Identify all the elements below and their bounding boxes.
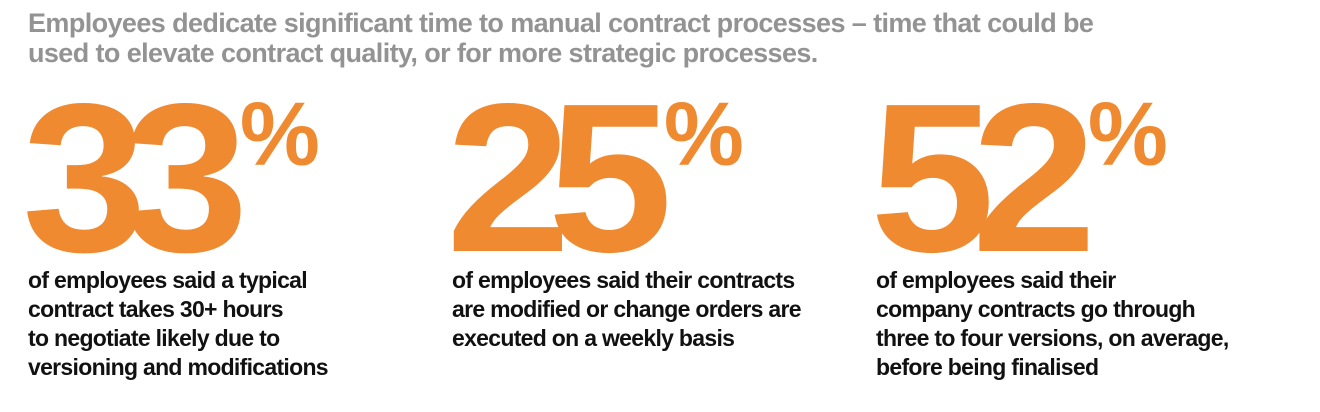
- stat-description-line: of employees said their: [876, 267, 1116, 293]
- stat-value: 25: [446, 59, 673, 296]
- stat-52-percent: 52% of employees said their company cont…: [870, 72, 1276, 400]
- stat-unit: %: [663, 85, 744, 185]
- headline-line-2: used to elevate contract quality, or for…: [28, 38, 818, 68]
- stat-value: 52: [870, 59, 1097, 296]
- stat-description-line: are modified or change orders are: [452, 296, 802, 322]
- headline: Employees dedicate significant time to m…: [28, 8, 1228, 68]
- stat-description-line: before being finalised: [876, 354, 1099, 380]
- stat-description-line: versioning and modifications: [28, 354, 329, 380]
- stat-description-line: of employees said their contracts: [452, 267, 795, 293]
- stat-description: of employees said their company contract…: [876, 266, 1266, 382]
- stat-description: of employees said a typical contract tak…: [28, 266, 418, 382]
- stat-25-percent: 25% of employees said their contracts ar…: [446, 72, 852, 400]
- headline-line-1: Employees dedicate significant time to m…: [28, 8, 1094, 38]
- stat-description-line: three to four versions, on average,: [876, 325, 1229, 351]
- stat-value: 33: [22, 59, 249, 296]
- stat-description-line: of employees said a typical: [28, 267, 308, 293]
- stat-figure: 25%: [446, 59, 744, 296]
- stat-description-line: contract takes 30+ hours: [28, 296, 284, 322]
- stat-description-line: to negotiate likely due to: [28, 325, 280, 351]
- stat-unit: %: [239, 85, 320, 185]
- stats-row: 33% of employees said a typical contract…: [0, 72, 1320, 410]
- stat-33-percent: 33% of employees said a typical contract…: [22, 72, 428, 400]
- stat-unit: %: [1087, 85, 1168, 185]
- stat-figure: 52%: [870, 59, 1168, 296]
- stat-description-line: executed on a weekly basis: [452, 325, 735, 351]
- stat-figure: 33%: [22, 59, 320, 296]
- stat-description-line: company contracts go through: [876, 296, 1196, 322]
- stat-description: of employees said their contracts are mo…: [452, 266, 842, 353]
